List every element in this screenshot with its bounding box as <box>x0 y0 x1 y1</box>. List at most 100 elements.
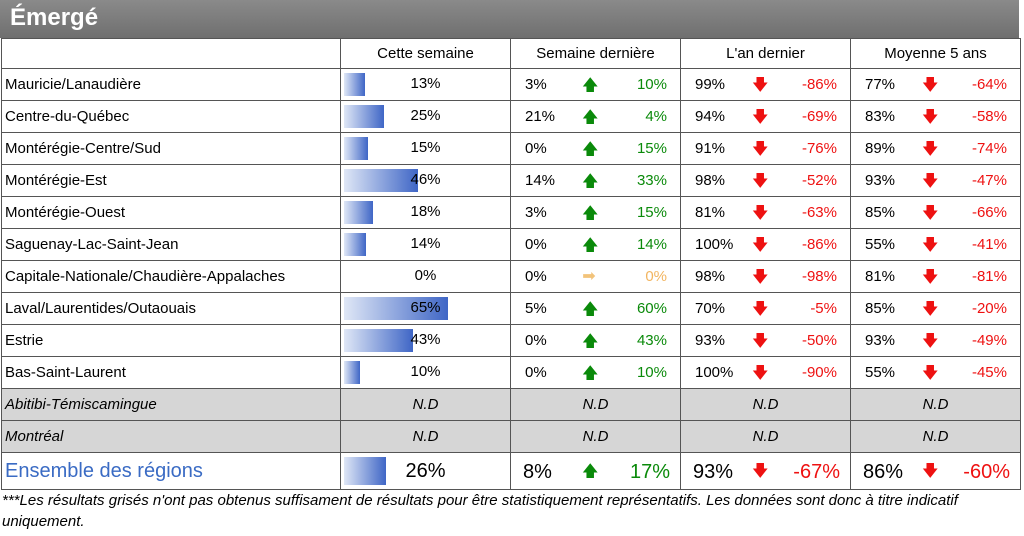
progress-bar <box>344 233 366 256</box>
avg5-cell: 55% 🡇 -41% <box>850 228 1021 261</box>
region-name: Montérégie-Est <box>1 164 341 197</box>
last-year-cell: 99% 🡇 -86% <box>680 68 851 101</box>
header-this-week: Cette semaine <box>340 38 511 69</box>
avg5-cell: 85% 🡇 -66% <box>850 196 1021 229</box>
last-week-value: 3% <box>525 204 547 221</box>
last-week-cell: 0% ➡ 0% <box>510 260 681 293</box>
last-year-cell: 93% 🡇 -67% <box>680 452 851 490</box>
this-week-value: 15% <box>410 139 441 156</box>
avg5-cell: 93% 🡇 -47% <box>850 164 1021 197</box>
table-row: Bas-Saint-Laurent 10% 0% 🡅 10% 100% 🡇 -90% 55% 🡇 -… <box>1 356 1021 389</box>
this-week-value: 65% <box>410 299 441 316</box>
avg5-cell: 83% 🡇 -58% <box>850 100 1021 133</box>
progress-bar <box>344 457 386 485</box>
last-week-value: 0% <box>525 268 547 285</box>
last-year-diff: -67% <box>793 461 840 483</box>
arrow-down-icon: 🡇 <box>922 365 939 382</box>
last-week-diff: 14% <box>636 236 667 253</box>
table-row: Montérégie-Ouest 18% 3% 🡅 15% 81% 🡇 -63% 85% 🡇 -66… <box>1 196 1021 229</box>
last-year-cell: 98% 🡇 -52% <box>680 164 851 197</box>
region-name: Saguenay-Lac-Saint-Jean <box>1 228 341 261</box>
this-week-cell: 10% <box>340 356 511 389</box>
last-week-cell: 0% 🡅 10% <box>510 356 681 389</box>
last-year-value: 98% <box>695 268 726 285</box>
avg5-diff: -64% <box>971 76 1007 93</box>
last-week-diff: 10% <box>636 76 667 93</box>
last-week-cell: 8% 🡅 17% <box>510 452 681 490</box>
table-row: Saguenay-Lac-Saint-Jean 14% 0% 🡅 14% 100% 🡇 -86… <box>1 228 1021 261</box>
region-name: Ensemble des régions <box>1 452 341 490</box>
progress-bar <box>344 201 373 224</box>
avg5-cell: 81% 🡇 -81% <box>850 260 1021 293</box>
title-bar: Émergé <box>0 0 1019 38</box>
last-year-cell: 100% 🡇 -86% <box>680 228 851 261</box>
arrow-down-icon: 🡇 <box>752 365 769 382</box>
table-row: Capitale-Nationale/Chaudière-Appalaches 0… <box>1 260 1021 293</box>
avg5-cell: 55% 🡇 -45% <box>850 356 1021 389</box>
arrow-right-icon: ➡ <box>582 268 596 285</box>
last-week-value: 0% <box>525 364 547 381</box>
arrow-down-icon: 🡇 <box>922 173 939 190</box>
this-week-value: 0% <box>414 267 437 284</box>
arrow-down-icon: 🡇 <box>752 205 769 222</box>
arrow-down-icon: 🡇 <box>752 173 769 190</box>
last-week-diff: 4% <box>645 108 667 125</box>
avg5-value: 55% <box>865 364 896 381</box>
arrow-up-icon: 🡅 <box>582 109 599 126</box>
last-week-cell: 3% 🡅 10% <box>510 68 681 101</box>
table-row: Estrie 43% 0% 🡅 43% 93% 🡇 -50% 93% 🡇 -49% <box>1 324 1021 357</box>
table-row: Centre-du-Québec 25% 21% 🡅 4% 94% 🡇 -69% 83% 🡇 -58… <box>1 100 1021 133</box>
last-week-cell: 21% 🡅 4% <box>510 100 681 133</box>
avg5-cell: 85% 🡇 -20% <box>850 292 1021 325</box>
header-last-week: Semaine dernière <box>510 38 681 69</box>
last-week-cell: 0% 🡅 14% <box>510 228 681 261</box>
header-5yr-average: Moyenne 5 ans <box>850 38 1021 69</box>
progress-bar <box>344 105 384 128</box>
last-year-diff: -76% <box>801 140 837 157</box>
this-week-cell: 13% <box>340 68 511 101</box>
region-name: Montérégie-Ouest <box>1 196 341 229</box>
avg5-cell: 86% 🡇 -60% <box>850 452 1021 490</box>
arrow-up-icon: 🡅 <box>582 301 599 318</box>
region-name: Estrie <box>1 324 341 357</box>
last-week-value: 0% <box>525 236 547 253</box>
last-year-cell: 98% 🡇 -98% <box>680 260 851 293</box>
last-week-diff: 60% <box>636 300 667 317</box>
last-year-value: 93% <box>693 461 734 483</box>
avg5-value: 77% <box>865 76 896 93</box>
avg5-value: 89% <box>865 140 896 157</box>
last-year-diff: -86% <box>801 236 837 253</box>
region-name: Bas-Saint-Laurent <box>1 356 341 389</box>
table-row-nd: Abitibi-Témiscamingue N.D N.D N.D N.D <box>1 388 1021 421</box>
this-week-cell: 14% <box>340 228 511 261</box>
arrow-down-icon: 🡇 <box>752 77 769 94</box>
last-year-value: 93% <box>695 332 726 349</box>
last-year-cell: 70% 🡇 -5% <box>680 292 851 325</box>
last-week-value: 14% <box>525 172 556 189</box>
this-week-cell: 43% <box>340 324 511 357</box>
this-week-cell: 25% <box>340 100 511 133</box>
avg5-value: 83% <box>865 108 896 125</box>
last-year-diff: -69% <box>801 108 837 125</box>
this-week-value: 46% <box>410 171 441 188</box>
region-name: Centre-du-Québec <box>1 100 341 133</box>
last-week-cell: 14% 🡅 33% <box>510 164 681 197</box>
last-week-diff: 15% <box>636 204 667 221</box>
last-year-value: 91% <box>695 140 726 157</box>
this-week-value: 26% <box>405 460 446 482</box>
progress-bar <box>344 361 360 384</box>
progress-bar <box>344 169 418 192</box>
last-year-cell: 81% 🡇 -63% <box>680 196 851 229</box>
this-week-cell: 15% <box>340 132 511 165</box>
this-week-value: 13% <box>410 75 441 92</box>
region-name: Montérégie-Centre/Sud <box>1 132 341 165</box>
progress-bar <box>344 137 368 160</box>
results-table: Cette semaine Semaine dernière L'an dern… <box>1 38 1021 490</box>
nd-value: N.D <box>850 388 1021 421</box>
avg5-value: 85% <box>865 300 896 317</box>
arrow-up-icon: 🡅 <box>582 173 599 190</box>
avg5-value: 93% <box>865 172 896 189</box>
avg5-diff: -60% <box>963 461 1010 483</box>
arrow-down-icon: 🡇 <box>922 269 939 286</box>
arrow-down-icon: 🡇 <box>752 333 769 350</box>
